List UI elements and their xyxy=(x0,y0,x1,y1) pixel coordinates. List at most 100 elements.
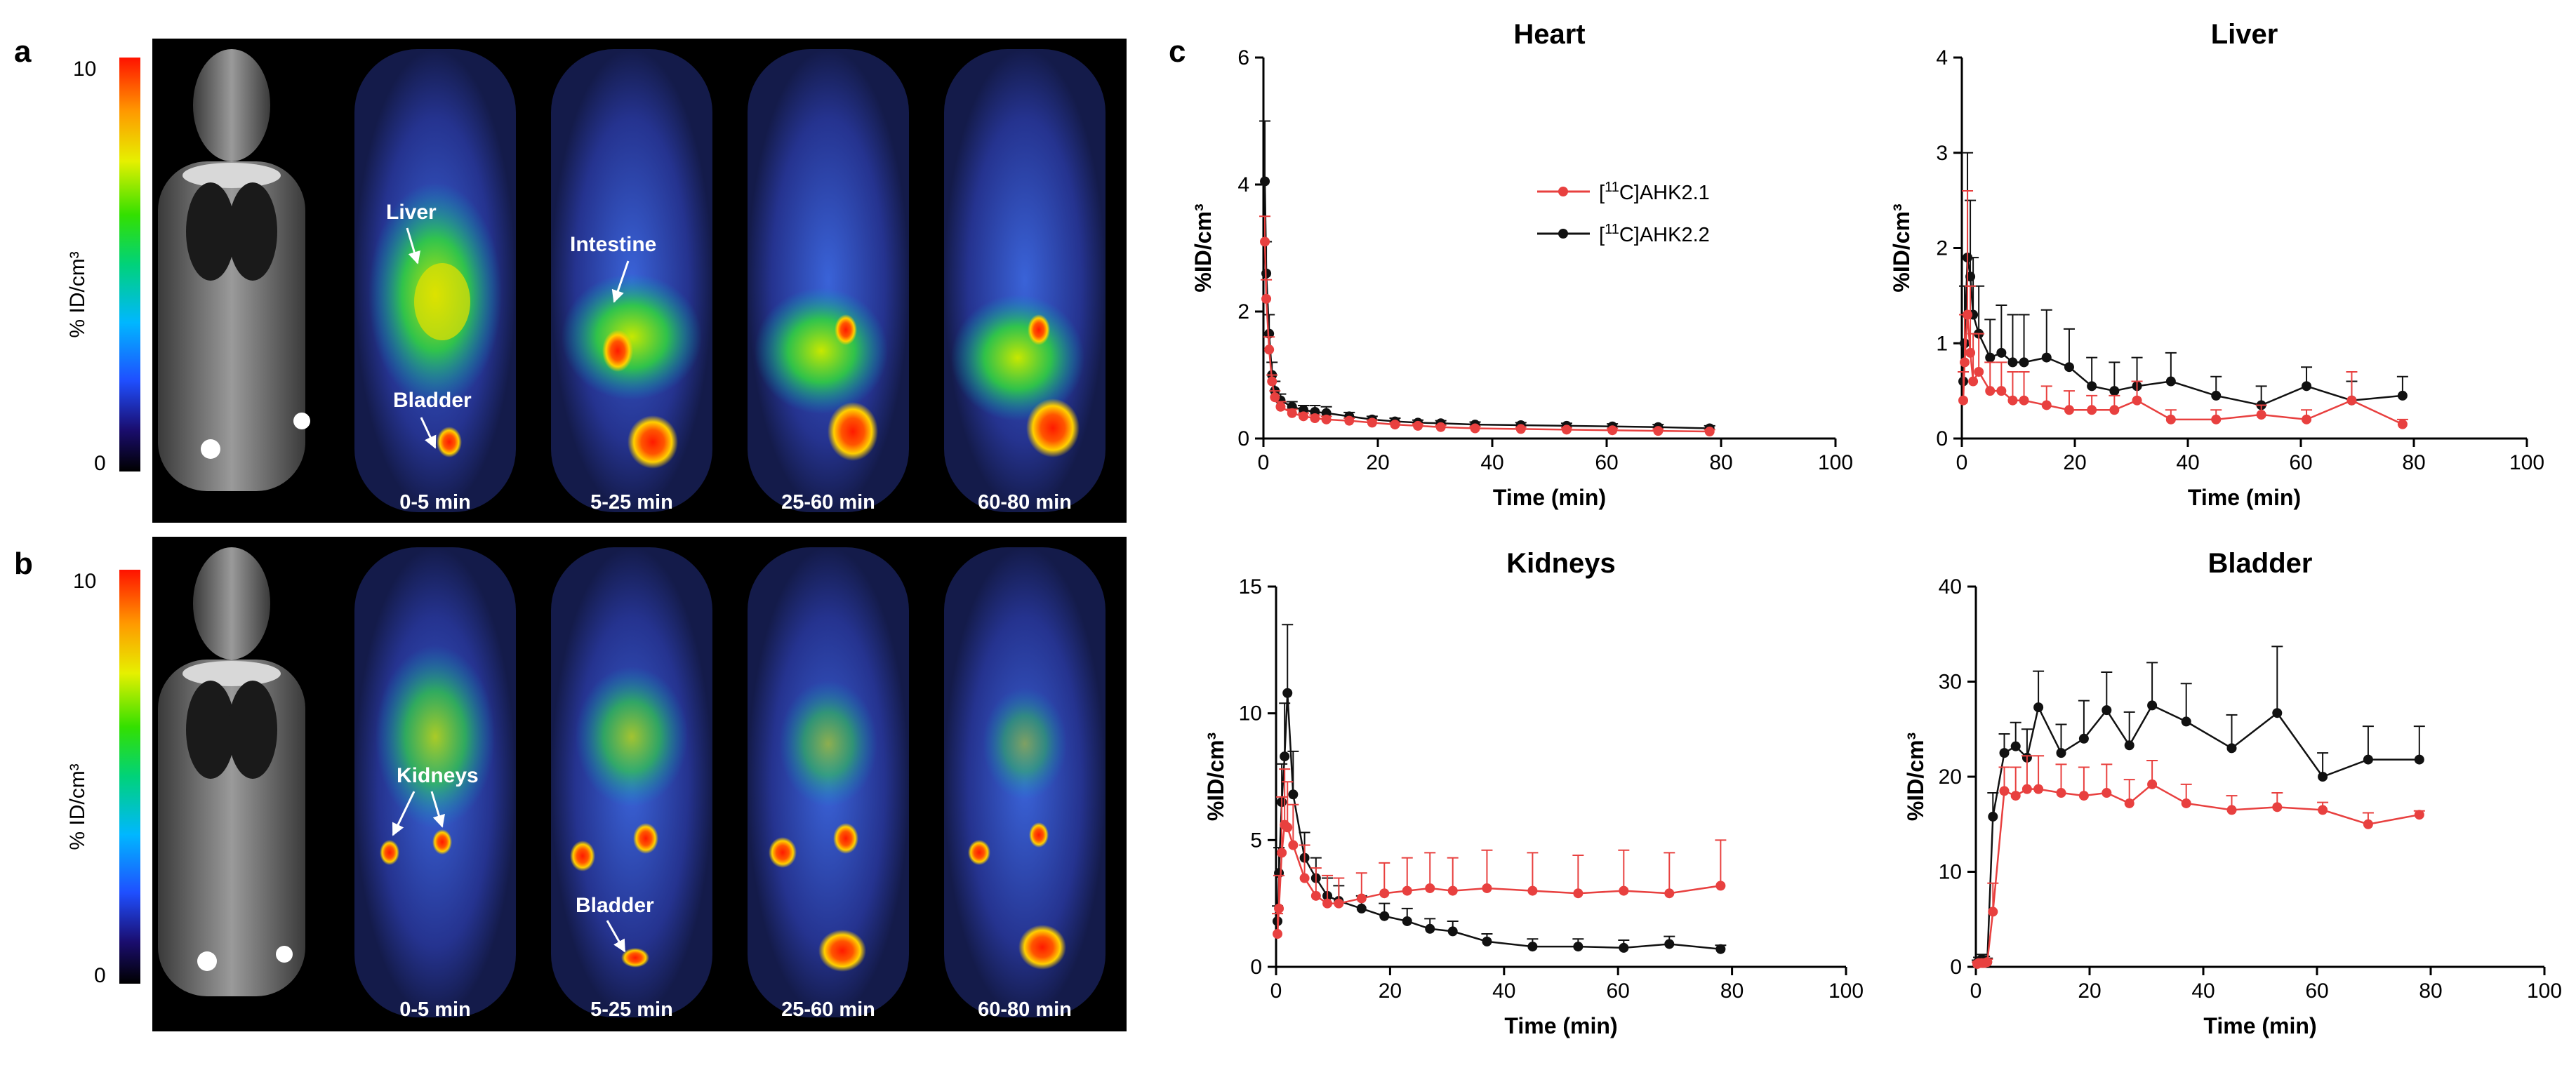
data-point xyxy=(1356,903,1367,914)
data-point xyxy=(1288,840,1299,850)
time-label-a-3: 25-60 min xyxy=(781,491,875,514)
y-axis-label-kidneys: %ID/cm³ xyxy=(1203,733,1228,821)
data-point xyxy=(1985,352,1996,363)
time-label-b-3: 25-60 min xyxy=(781,998,875,1021)
colorbar-a-max: 10 xyxy=(73,58,96,81)
data-point xyxy=(1273,929,1283,939)
data-point xyxy=(1985,386,1996,396)
data-point xyxy=(1264,328,1275,339)
data-point xyxy=(1321,414,1332,424)
data-point xyxy=(1261,293,1272,304)
data-point xyxy=(1470,423,1480,434)
data-point xyxy=(1274,903,1284,914)
data-point xyxy=(1527,942,1538,952)
series-kidneys-11c-ahk2-1 xyxy=(1272,768,1727,939)
data-point xyxy=(1425,923,1435,934)
data-point xyxy=(1425,883,1435,893)
pet-scan-b-3 xyxy=(748,547,909,1017)
x-axis-label-liver: Time (min) xyxy=(2188,485,2301,510)
data-point xyxy=(1960,357,1970,368)
y-tick-label-liver: 0 xyxy=(1936,427,1948,450)
colorbar-b xyxy=(119,570,140,984)
data-point xyxy=(2041,400,2052,410)
data-point xyxy=(1653,426,1664,436)
time-label-a-4: 60-80 min xyxy=(978,491,1072,514)
data-point xyxy=(1965,347,1976,358)
data-point xyxy=(2056,748,2066,758)
annotation-a-liver: Liver xyxy=(386,201,437,224)
data-point xyxy=(2102,788,2112,798)
pet-scan-a-2 xyxy=(551,49,712,512)
data-point xyxy=(2010,791,2021,801)
colorbar-b-min: 0 xyxy=(94,964,106,987)
data-point xyxy=(1288,789,1299,800)
x-tick-label-heart: 0 xyxy=(1258,451,1270,474)
data-point xyxy=(2033,784,2044,794)
data-point xyxy=(2181,716,2191,727)
data-point xyxy=(2087,381,2097,392)
data-point xyxy=(1287,408,1297,418)
series-bladder-11c-ahk2-1 xyxy=(1972,755,2425,969)
series-line xyxy=(1276,693,1721,950)
x-tick-label-kidneys: 0 xyxy=(1270,979,1282,1003)
y-axis-label-bladder: %ID/cm³ xyxy=(1903,733,1928,821)
data-point xyxy=(2147,700,2158,711)
series-heart-11c-ahk2-2 xyxy=(1259,120,1715,434)
data-point xyxy=(1704,427,1715,437)
y-tick-label-bladder: 10 xyxy=(1939,861,1962,884)
data-point xyxy=(1310,413,1320,424)
data-point xyxy=(2010,741,2021,751)
data-point xyxy=(1447,926,1458,937)
data-point xyxy=(1260,176,1270,187)
data-point xyxy=(1996,347,2007,358)
data-point xyxy=(2226,743,2237,754)
legend-label-ahk2-1: [11C]AHK2.1 xyxy=(1599,180,1710,204)
data-point xyxy=(1999,748,2010,758)
data-point xyxy=(1982,957,1993,968)
x-tick-label-liver: 100 xyxy=(2509,451,2544,474)
data-point xyxy=(2007,395,2018,406)
data-point xyxy=(2147,779,2158,789)
y-tick-label-bladder: 40 xyxy=(1939,575,1962,598)
data-point xyxy=(2363,754,2373,765)
data-point xyxy=(1664,888,1675,899)
x-tick-label-bladder: 0 xyxy=(1970,979,1982,1003)
data-point xyxy=(2302,381,2312,392)
data-point xyxy=(2007,357,2018,368)
data-point xyxy=(2363,819,2373,829)
pet-scan-a-4 xyxy=(944,49,1106,512)
x-tick-label-kidneys: 60 xyxy=(1607,979,1630,1003)
legend: [11C]AHK2.1 [11C]AHK2.2 xyxy=(1537,180,1710,246)
y-tick-label-kidneys: 5 xyxy=(1250,829,1262,852)
legend-marker-ahk2-2 xyxy=(1558,229,1568,239)
annotation-b-bladder: Bladder xyxy=(576,894,654,917)
data-point xyxy=(1379,888,1390,899)
y-tick-label-heart: 0 xyxy=(1237,427,1249,450)
data-point xyxy=(2346,395,2357,406)
chart-title-heart: Heart xyxy=(1513,19,1585,50)
data-point xyxy=(1561,424,1572,435)
data-point xyxy=(1282,688,1293,698)
data-point xyxy=(2078,733,2089,744)
data-point xyxy=(1367,417,1377,428)
pet-scan-b-1 xyxy=(354,547,516,1017)
data-point xyxy=(1619,942,1629,953)
y-tick-label-kidneys: 10 xyxy=(1239,702,1262,725)
data-point xyxy=(1270,392,1280,403)
data-point xyxy=(1607,425,1618,436)
data-point xyxy=(1619,885,1629,896)
time-label-b-2: 5-25 min xyxy=(590,998,673,1021)
data-point xyxy=(1482,936,1492,946)
time-label-b-4: 60-80 min xyxy=(978,998,1072,1021)
data-point xyxy=(1267,376,1277,387)
data-point xyxy=(1275,401,1286,412)
data-point xyxy=(2211,414,2222,424)
pet-scan-b-4 xyxy=(944,547,1106,1017)
colorbar-a xyxy=(119,58,140,471)
series-heart-11c-ahk2-1 xyxy=(1259,215,1715,437)
data-point xyxy=(1260,236,1270,247)
data-point xyxy=(2165,376,2176,387)
ct-scan-a xyxy=(158,49,310,491)
x-axis-label-kidneys: Time (min) xyxy=(1504,1013,1617,1038)
